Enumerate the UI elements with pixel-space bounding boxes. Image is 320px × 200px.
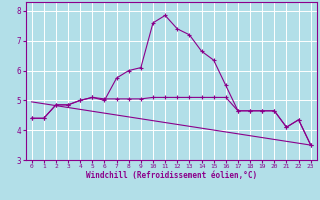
X-axis label: Windchill (Refroidissement éolien,°C): Windchill (Refroidissement éolien,°C) (86, 171, 257, 180)
